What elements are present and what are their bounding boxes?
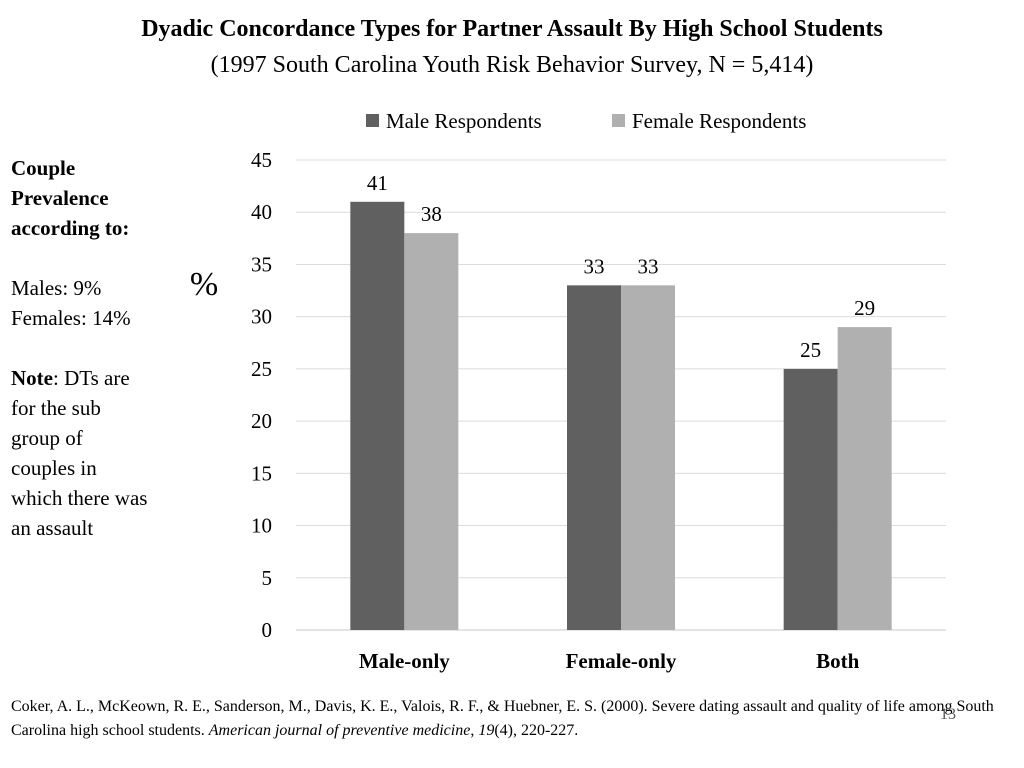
citation-volume: 19 <box>478 722 495 739</box>
note-label: Note <box>11 366 53 390</box>
prevalence-heading-2: Prevalence <box>11 186 109 210</box>
note-text-1: : DTs are <box>52 366 130 390</box>
data-label: 41 <box>367 171 388 195</box>
y-tick-label: 30 <box>251 305 272 329</box>
y-tick-label: 10 <box>251 514 272 538</box>
citation-pages: (4), 220-227. <box>494 722 579 739</box>
bar-male-respondents <box>350 201 405 630</box>
note-text-4: couples in <box>11 456 97 480</box>
citation-journal: American journal of preventive medicine <box>208 722 471 739</box>
bar-male-respondents <box>783 368 838 630</box>
y-tick-label: 25 <box>251 357 272 381</box>
note-text-5: which there was <box>11 486 148 510</box>
y-tick-label: 5 <box>262 566 273 590</box>
bar-female-respondents <box>621 285 675 630</box>
y-tick-label: 45 <box>251 148 272 172</box>
data-label: 25 <box>800 338 821 362</box>
legend-label: Female Respondents <box>632 109 806 133</box>
data-label: 38 <box>421 202 442 226</box>
data-label: 29 <box>854 296 875 320</box>
bar-male-respondents <box>567 285 621 630</box>
legend-label: Male Respondents <box>386 109 542 133</box>
data-label: 33 <box>584 254 605 278</box>
note-text-6: an assault <box>11 516 94 540</box>
x-tick-label: Male-only <box>359 649 450 673</box>
chart-subtitle: (1997 South Carolina Youth Risk Behavior… <box>210 52 814 78</box>
citation-sep: , <box>470 722 479 739</box>
slide-number: 13 <box>940 706 956 723</box>
y-tick-label: 0 <box>262 618 273 642</box>
bar-chart: 0 5 10 15 20 25 30 35 40 45% 41 38 Male-only 33 33 Fema… <box>190 109 946 673</box>
legend-swatch <box>612 114 625 127</box>
note-text-3: group of <box>11 426 83 450</box>
legend-swatch <box>366 114 379 127</box>
prevalence-heading-1: Couple <box>11 156 76 180</box>
sidebar-panel: Couple Prevalence according to: Males: 9… <box>11 153 186 543</box>
data-label: 33 <box>638 254 659 278</box>
y-tick-label: 40 <box>251 200 272 224</box>
x-tick-label: Both <box>816 649 860 673</box>
bar-female-respondents <box>404 233 459 630</box>
y-axis-label: % <box>190 266 218 303</box>
note-text-2: for the sub <box>11 396 101 420</box>
y-tick-label: 35 <box>251 252 272 276</box>
chart-title: Dyadic Concordance Types for Partner Ass… <box>141 16 883 42</box>
prevalence-heading-3: according to: <box>11 216 130 240</box>
females-prevalence: Females: 14% <box>11 306 131 330</box>
citation-text: Coker, A. L., McKeown, R. E., Sanderson,… <box>11 698 994 739</box>
y-tick-label: 20 <box>251 409 272 433</box>
note-line-1: Note: DTs are <box>11 363 186 393</box>
males-prevalence: Males: 9% <box>11 276 102 300</box>
y-tick-label: 15 <box>251 461 272 485</box>
citation: Coker, A. L., McKeown, R. E., Sanderson,… <box>11 695 1011 743</box>
x-tick-label: Female-only <box>566 649 677 673</box>
bar-female-respondents <box>837 327 892 630</box>
